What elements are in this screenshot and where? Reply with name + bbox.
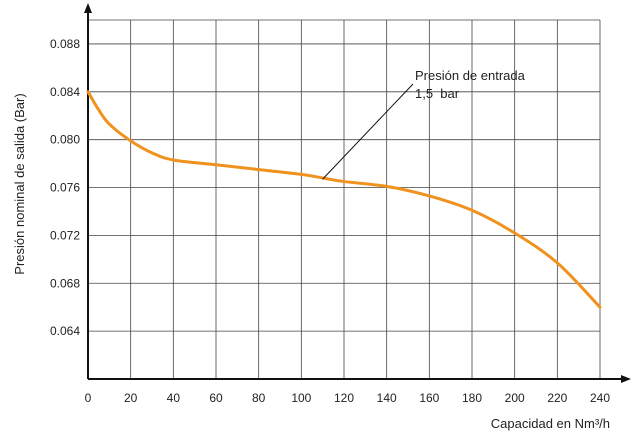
y-tick-label: 0.088 [50,37,80,51]
y-tick-label: 0.084 [50,85,80,99]
y-tick-label: 0.064 [50,324,80,338]
x-tick-label: 160 [419,391,439,405]
x-axis-title: Capacidad en Nm³/h [491,416,610,431]
annotation: Presión de entrada 1,5 bar [322,68,526,180]
x-tick-label: 180 [462,391,482,405]
x-tick-label: 200 [505,391,525,405]
x-tick-label: 0 [85,391,92,405]
y-axis-title: Presión nominal de salida (Bar) [12,93,27,274]
y-tick-labels: 0.064 0.068 0.072 0.076 0.080 0.084 0.088 [50,37,80,338]
x-tick-label: 140 [377,391,397,405]
x-tick-label: 80 [252,391,266,405]
x-tick-label: 100 [291,391,311,405]
axes [84,3,631,383]
annotation-line-1: Presión de entrada [415,68,526,83]
y-tick-label: 0.076 [50,181,80,195]
y-tick-label: 0.072 [50,228,80,242]
x-tick-label: 120 [334,391,354,405]
grid [88,19,601,379]
series-line [86,90,602,309]
x-tick-label: 20 [124,391,138,405]
annotation-line-2: 1,5 bar [415,86,460,101]
annotation-leader-line [322,83,414,180]
x-tick-labels: 0 20 40 60 80 100 120 140 160 180 200 220 240 [85,391,611,405]
y-tick-label: 0.080 [50,133,80,147]
y-tick-label: 0.068 [50,276,80,290]
x-tick-label: 220 [547,391,567,405]
x-tick-label: 60 [209,391,223,405]
series-group [86,90,602,309]
x-tick-label: 240 [590,391,610,405]
x-tick-label: 40 [167,391,181,405]
